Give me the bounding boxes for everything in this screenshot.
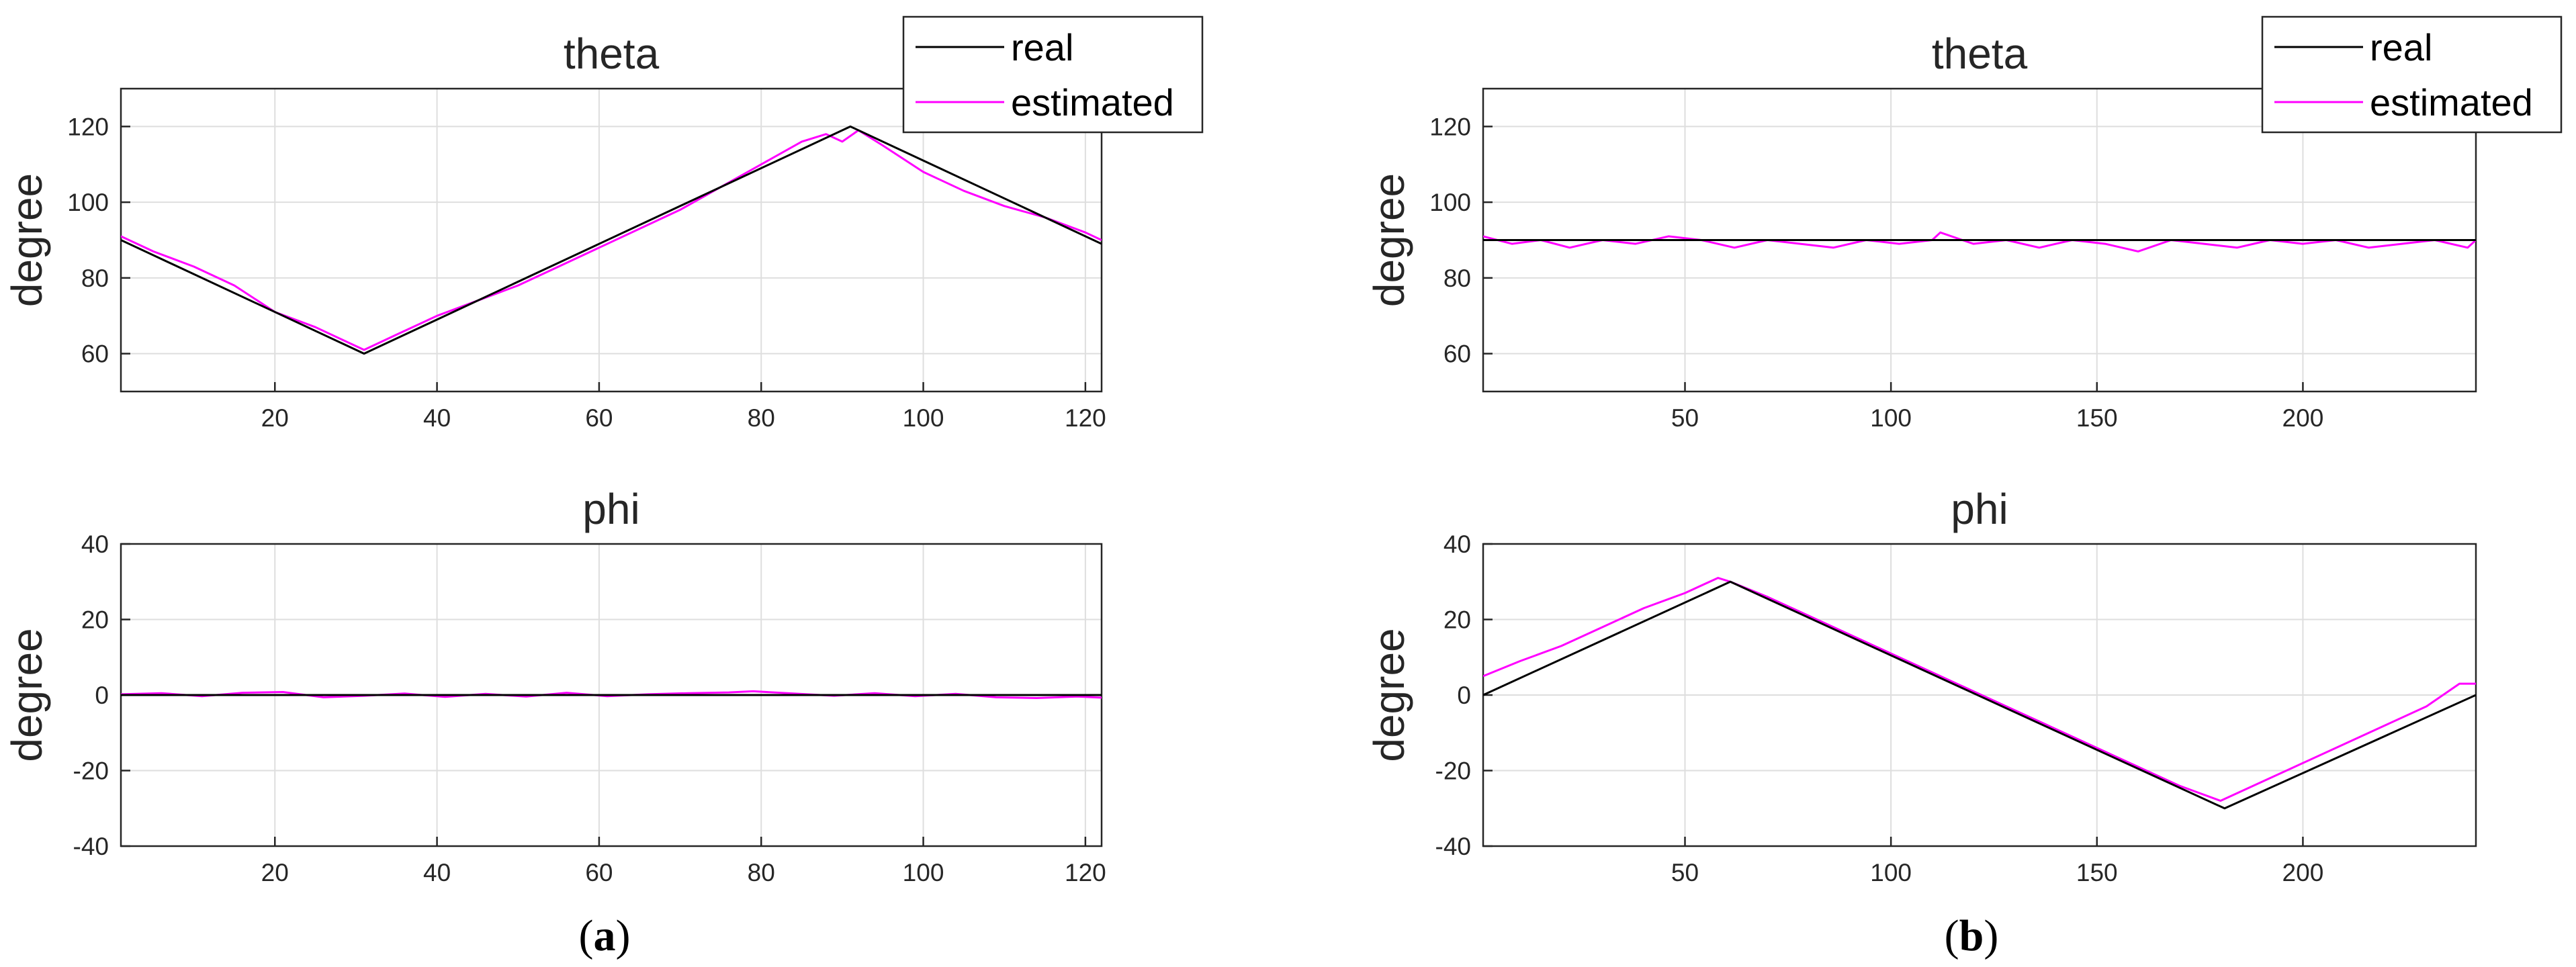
- plots-layer: 20 40 60 80 100 120 60 80 100 120 theta degree real e…: [3, 15, 2563, 886]
- y-tick-label: 40: [1444, 531, 1471, 558]
- axes-a-phi: 20 40 60 80 100 120 -40 -20 0 20 40 phi degree: [3, 485, 1106, 886]
- x-tick-label: 50: [1671, 859, 1699, 886]
- y-tick-label: -40: [73, 833, 109, 860]
- y-tick-label: -40: [1435, 833, 1471, 860]
- x-tick-label: 100: [1870, 404, 1912, 432]
- legend-box: [2261, 15, 2563, 134]
- legend: real estimated: [2261, 15, 2563, 134]
- series-line-estimated: [1483, 231, 2476, 252]
- legend-label-estimated: estimated: [2370, 81, 2533, 124]
- y-tick-label: 80: [1444, 265, 1471, 292]
- y-tick-label: 80: [81, 265, 109, 292]
- x-tick-label: 80: [748, 404, 775, 432]
- y-tick-label: 60: [1444, 340, 1471, 368]
- x-tick-label: 200: [2282, 404, 2324, 432]
- panel-label-b-letter: b: [1959, 911, 1984, 960]
- axes-b-theta: 50 100 150 200 60 80 100 120 theta degree: [1365, 30, 2477, 432]
- x-tick-label: 40: [423, 404, 451, 432]
- y-tick-label: 120: [1429, 113, 1471, 140]
- y-tick-label: 100: [1429, 189, 1471, 216]
- axes-title: theta: [564, 30, 660, 78]
- panel-label-a-letter: a: [594, 911, 616, 960]
- axes-title: phi: [1951, 485, 2008, 533]
- x-tick-label: 40: [423, 859, 451, 886]
- x-tick-label: 20: [261, 859, 289, 886]
- y-tick-label: 100: [67, 189, 109, 216]
- y-tick-label: 120: [67, 113, 109, 140]
- series-line-real: [121, 125, 1102, 355]
- legend: real estimated: [902, 15, 1204, 134]
- x-tick-label: 60: [585, 859, 613, 886]
- y-tick-label: -20: [1435, 757, 1471, 785]
- legend-label-real: real: [2370, 26, 2432, 68]
- axes-a-theta: 20 40 60 80 100 120 60 80 100 120 theta degree: [3, 30, 1106, 432]
- x-tick-label: 150: [2076, 859, 2118, 886]
- y-tick-label: 0: [95, 682, 109, 709]
- y-tick-label: 60: [81, 340, 109, 368]
- legend-box: [902, 15, 1204, 134]
- y-axis-label: degree: [1365, 628, 1413, 762]
- legend-label-estimated: estimated: [1011, 81, 1174, 124]
- y-tick-label: 40: [81, 531, 109, 558]
- x-tick-label: 100: [1870, 859, 1912, 886]
- series-line-estimated: [121, 129, 1102, 351]
- x-tick-label: 80: [748, 859, 775, 886]
- y-axis-label: degree: [1365, 173, 1413, 307]
- axes-title: theta: [1932, 30, 2028, 78]
- series-line-estimated: [1483, 577, 2476, 802]
- y-tick-label: 20: [81, 606, 109, 634]
- x-tick-label: 50: [1671, 404, 1699, 432]
- axes-b-phi: 50 100 150 200 -40 -20 0 20 40 phi degree: [1365, 485, 2477, 886]
- x-tick-label: 100: [903, 859, 944, 886]
- y-tick-label: 0: [1457, 682, 1471, 709]
- x-tick-label: 150: [2076, 404, 2118, 432]
- x-tick-label: 60: [585, 404, 613, 432]
- y-axis-label: degree: [3, 173, 51, 307]
- x-tick-label: 200: [2282, 859, 2324, 886]
- x-tick-label: 20: [261, 404, 289, 432]
- panel-label-a: (a): [579, 911, 631, 960]
- y-axis-label: degree: [3, 628, 51, 762]
- series-line-real: [1483, 580, 2476, 810]
- panel-label-b: (b): [1945, 911, 1999, 960]
- x-tick-label: 120: [1065, 859, 1106, 886]
- y-tick-label: -20: [73, 757, 109, 785]
- x-tick-label: 120: [1065, 404, 1106, 432]
- axes-title: phi: [582, 485, 639, 533]
- y-tick-label: 20: [1444, 606, 1471, 634]
- legend-label-real: real: [1011, 26, 1073, 68]
- x-tick-label: 100: [903, 404, 944, 432]
